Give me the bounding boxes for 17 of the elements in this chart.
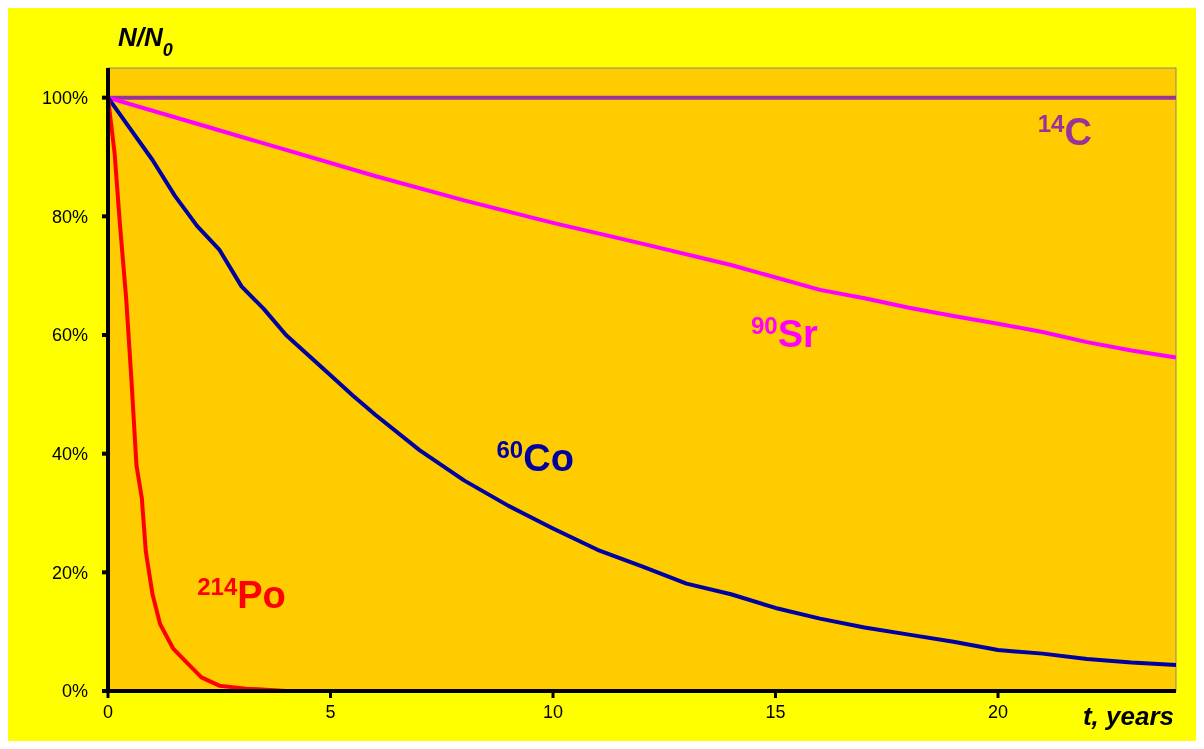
y-tick-label: 20% — [51, 562, 88, 583]
y-tick-label: 60% — [51, 325, 88, 346]
series-label: $^{214}$Po — [197, 572, 286, 616]
x-tick-label: 0 — [102, 702, 114, 722]
y-tick-label: 40% — [51, 444, 88, 465]
series-label: $^{90}$Sr — [750, 311, 819, 355]
x-tick-label: 20 — [987, 702, 1009, 722]
y-tick-label: 0% — [61, 681, 88, 702]
series-label: $^{14}$C — [1037, 109, 1092, 154]
x-tick-label: 5 — [325, 702, 336, 722]
x-tick-label: 15 — [765, 702, 786, 722]
y-tick-label: 80% — [51, 206, 88, 227]
x-tick-label: 10 — [542, 702, 564, 722]
x-axis-title: t, years — [1082, 701, 1174, 731]
y-tick-label: 100% — [41, 88, 88, 109]
series-label: $^{60}$Co — [496, 435, 574, 480]
y-axis-title: N/N$_{0}$ — [118, 22, 173, 60]
